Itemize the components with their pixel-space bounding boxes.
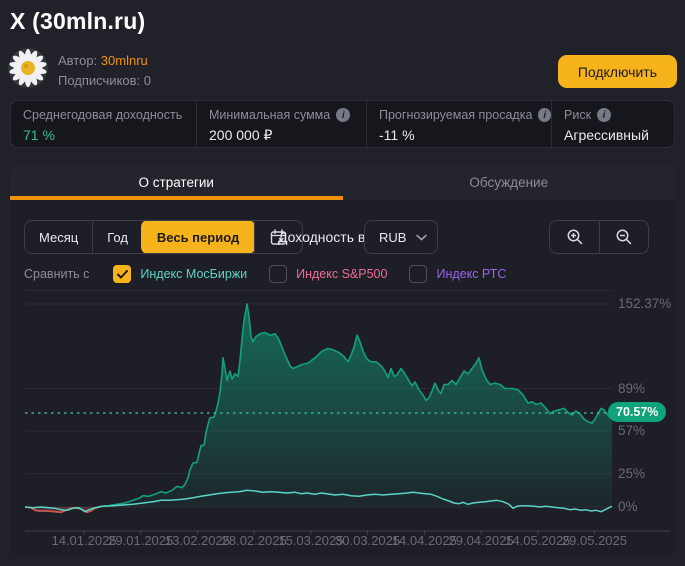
zoom-out-icon [616,229,632,245]
daisy-avatar-image [8,48,48,88]
x-axis-date-label: 30.03.2025 [335,533,401,548]
stat-label: Риск i [564,108,674,122]
x-axis-line [25,530,670,535]
zoom-in-button[interactable] [550,221,599,253]
x-axis-date-label: 14.04.2025 [391,533,457,548]
author-label: Автор: [58,53,98,68]
x-axis-date-label: 14.05.2025 [505,533,571,548]
compare-option-label: Индекс S&P500 [296,267,388,281]
stat-card: Среднегодовая доходность 71 % [11,101,196,147]
stat-value: Агрессивный [564,127,649,143]
author-block: Автор: 30mlnru Подписчиков: 0 [58,51,151,91]
current-value-badge: 70.57% [608,402,667,422]
x-axis-labels: 14.01.2025 29.01.2025 13.02.2025 28.02.2025… [25,533,627,549]
info-icon[interactable]: i [538,108,551,122]
y-axis-tick-label: 152.37% [618,296,672,311]
currency-label: Доходность в [278,229,366,245]
info-icon[interactable]: i [336,108,351,122]
page-title: X (30mln.ru) [10,8,146,34]
y-axis-tick-label: 25% [618,465,646,481]
compare-row: Сравнить с Индекс МосБиржи Индекс S&P500 И… [24,264,506,284]
compare-label: Сравнить с [24,267,90,281]
avatar [8,48,48,88]
y-axis-tick-label: 0% [618,499,638,514]
period-button[interactable]: Месяц [25,221,92,253]
x-axis-date-label: 29.01.2025 [108,533,174,548]
x-axis-date-label: 29.04.2025 [448,533,514,548]
connect-button[interactable]: Подключить [557,55,677,88]
compare-option[interactable]: Индекс S&P500 [269,265,387,283]
compare-option[interactable]: Индекс МосБиржи [113,265,247,283]
y-axis-tick-label: 57% [618,423,646,439]
currency-value: RUB [379,229,407,245]
stat-label: Прогнозируемая просадка i [379,108,551,122]
strategy-panel: О стратегии Обсуждение Месяц Год Весь перио… [10,164,675,556]
stat-card: Прогнозируемая просадка i -11 % [366,101,551,147]
stat-value: 71 % [23,127,55,143]
zoom-out-button[interactable] [599,221,648,253]
subscribers-count: Подписчиков: 0 [58,73,151,88]
checkbox-unchecked[interactable] [269,265,288,283]
stat-card: Риск i Агрессивный [551,101,674,147]
x-axis-date-label: 28.02.2025 [221,533,287,548]
stat-value: -11 % [379,127,415,143]
period-button[interactable]: Весь период [140,221,256,253]
x-axis-date-label: 29.05.2025 [561,533,628,548]
custom-period-calendar-button[interactable] [254,221,302,253]
stats-panel: Среднегодовая доходность 71 % Минимальная … [10,100,675,148]
y-axis-tick-label: 89% [618,380,646,396]
chevron-down-icon [416,234,428,241]
info-icon[interactable]: i [597,108,612,122]
checkbox-checked[interactable] [113,265,132,283]
y-axis: 152.37% 89% 57% 25% 0% [612,290,675,530]
period-button[interactable]: Год [92,221,142,253]
checkbox-unchecked[interactable] [409,265,428,283]
calendar-x-icon [271,228,287,245]
author-link[interactable]: 30mlnru [100,53,148,68]
tab-about-strategy[interactable]: О стратегии [10,164,343,200]
performance-chart[interactable]: 152.37% 89% 57% 25% 0% 70.57% 14.01.2025 29.0… [10,290,675,556]
currency-select[interactable]: RUB [364,220,439,254]
x-axis-date-label: 13.02.2025 [164,533,230,548]
x-axis-date-label: 15.03.2025 [278,533,344,548]
compare-option-label: Индекс РТС [436,267,507,281]
stat-card: Минимальная сумма i 200 000 ₽ [196,101,366,147]
stat-label: Среднегодовая доходность [23,108,183,122]
compare-option-label: Индекс МосБиржи [140,267,248,281]
compare-option[interactable]: Индекс РТС [409,265,506,283]
tab-bar: О стратегии Обсуждение [10,164,675,200]
tab-discussion[interactable]: Обсуждение [469,174,549,190]
chart-zoom-controls [549,220,649,254]
checkmark-icon [116,269,128,278]
stat-value: 200 000 ₽ [209,127,273,143]
zoom-in-icon [567,229,582,245]
filter-row: Месяц Год Весь период Доходность в RUB [24,220,661,254]
chart-plot-area[interactable] [25,290,612,530]
stat-label: Минимальная сумма i [209,108,366,122]
period-selector: Месяц Год Весь период [24,220,304,254]
x-axis-date-label: 14.01.2025 [51,533,117,548]
